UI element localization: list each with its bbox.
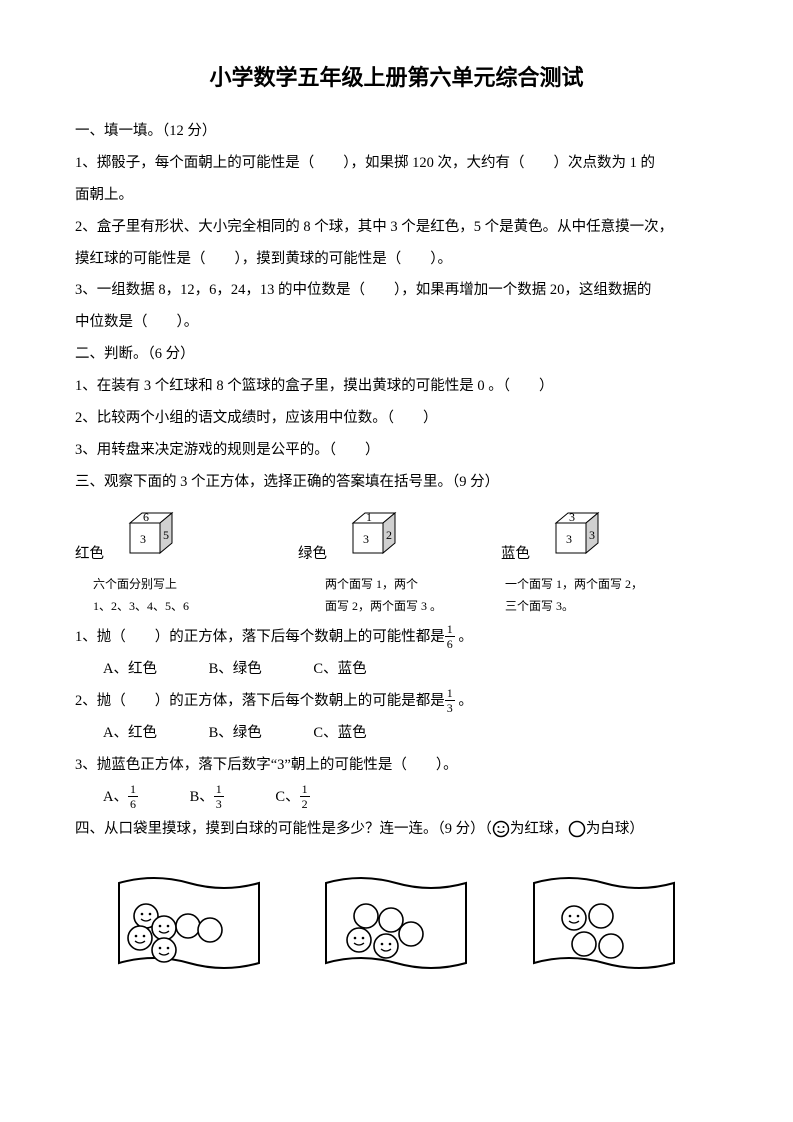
cube-icon-red: 6 3 5	[118, 509, 178, 565]
s3-q2-pre: 2、抛（ ）的正方体，落下后每个数朝上的可能是都是	[75, 693, 445, 709]
bag-icon-1	[104, 868, 274, 978]
cube-blue-top: 3	[569, 510, 575, 524]
cube-desc-green-1: 两个面写 1，两个	[325, 573, 485, 596]
cube-desc-green: 两个面写 1，两个 面写 2，两个面写 3 。	[295, 573, 485, 619]
s4-heading-mid: 为红球，	[510, 821, 568, 837]
s3-q2: 2、抛（ ）的正方体，落下后每个数朝上的可能是都是13 。	[75, 686, 718, 718]
section-4-heading: 四、从口袋里摸球，摸到白球的可能性是多少？连一连。（9 分）（ 为红球， 为白球）	[75, 814, 718, 846]
option-b: B、13	[190, 782, 224, 814]
s4-heading-post: 为白球）	[586, 821, 644, 837]
s1-q2-line1: 2、盒子里有形状、大小完全相同的 8 个球，其中 3 个是红色，5 个是黄色。从…	[75, 212, 718, 244]
cube-desc-red-2: 1、2、3、4、5、6	[93, 595, 295, 618]
cube-red-top: 6	[143, 510, 149, 524]
s3-q1-post: 。	[455, 629, 473, 645]
s3-q3: 3、抛蓝色正方体，落下后数字“3”朝上的可能性是（ ）。	[75, 750, 718, 782]
circle-icon	[568, 820, 586, 838]
s1-q1-line1: 1、掷骰子，每个面朝上的可能性是（ ），如果掷 120 次，大约有（ ）次点数为…	[75, 148, 718, 180]
option-a: A、红色	[103, 718, 157, 750]
fraction-1-6: 16	[445, 623, 455, 650]
cube-icon-green: 1 3 2	[341, 509, 401, 565]
s2-q3: 3、用转盘来决定游戏的规则是公平的。（ ）	[75, 435, 718, 467]
cube-group-green: 绿色 1 3 2	[298, 509, 401, 565]
s4-heading-pre: 四、从口袋里摸球，摸到白球的可能性是多少？连一连。（9 分）（	[75, 821, 492, 837]
cube-desc-blue: 一个面写 1，两个面写 2， 三个面写 3。	[485, 573, 643, 619]
cube-desc-red: 六个面分别写上 1、2、3、4、5、6	[75, 573, 295, 619]
cube-desc-red-1: 六个面分别写上	[93, 573, 295, 596]
cube-green-top: 1	[366, 510, 372, 524]
section-1-heading: 一、填一填。（12 分）	[75, 116, 718, 148]
fraction-1-3: 13	[445, 687, 455, 714]
cubes-row: 红色 6 3 5 绿色 1 3 2 蓝色	[75, 509, 718, 565]
cube-desc-blue-2: 三个面写 3。	[505, 595, 643, 618]
s1-q3-line1: 3、一组数据 8，12，6，24，13 的中位数是（ ），如果再增加一个数据 2…	[75, 275, 718, 307]
cubes-desc-row: 六个面分别写上 1、2、3、4、5、6 两个面写 1，两个 面写 2，两个面写 …	[75, 573, 718, 619]
cube-green-left: 3	[363, 532, 369, 546]
section-2-heading: 二、判断。（6 分）	[75, 339, 718, 371]
cube-icon-blue: 3 3 3	[544, 509, 604, 565]
bag-icon-2	[311, 868, 481, 978]
s1-q3-line2: 中位数是（ ）。	[75, 307, 718, 339]
s3-q1-options: A、红色 B、绿色 C、蓝色	[75, 654, 718, 686]
cube-group-blue: 蓝色 3 3 3	[501, 509, 604, 565]
worksheet-page: 小学数学五年级上册第六单元综合测试 一、填一填。（12 分） 1、掷骰子，每个面…	[0, 0, 793, 1122]
option-a: A、红色	[103, 654, 157, 686]
cube-desc-blue-1: 一个面写 1，两个面写 2，	[505, 573, 643, 596]
cube-label-green: 绿色	[298, 542, 327, 565]
option-b: B、绿色	[209, 654, 262, 686]
option-a: A、16	[103, 782, 138, 814]
cube-blue-right: 3	[589, 528, 595, 542]
s1-q2-line2: 摸红球的可能性是（ ），摸到黄球的可能性是（ ）。	[75, 244, 718, 276]
cube-red-left: 3	[140, 532, 146, 546]
s3-q3-options: A、16 B、13 C、12	[75, 782, 718, 814]
page-title: 小学数学五年级上册第六单元综合测试	[75, 60, 718, 92]
cube-label-red: 红色	[75, 542, 104, 565]
option-c: C、蓝色	[313, 718, 366, 750]
s3-q1-pre: 1、抛（ ）的正方体，落下后每个数朝上的可能性都是	[75, 629, 445, 645]
smiley-icon	[492, 820, 510, 838]
s2-q1: 1、在装有 3 个红球和 8 个篮球的盒子里，摸出黄球的可能性是 0 。（ ）	[75, 371, 718, 403]
cube-desc-green-2: 面写 2，两个面写 3 。	[325, 595, 485, 618]
s3-q2-options: A、红色 B、绿色 C、蓝色	[75, 718, 718, 750]
s1-q1-line2: 面朝上。	[75, 180, 718, 212]
cube-group-red: 红色 6 3 5	[75, 509, 178, 565]
s3-q1: 1、抛（ ）的正方体，落下后每个数朝上的可能性都是16 。	[75, 622, 718, 654]
bags-row	[75, 868, 718, 978]
bag-icon-3	[519, 868, 689, 978]
cube-red-right: 5	[163, 528, 169, 542]
option-c: C、蓝色	[313, 654, 366, 686]
cube-label-blue: 蓝色	[501, 542, 530, 565]
option-c: C、12	[275, 782, 309, 814]
cube-blue-left: 3	[566, 532, 572, 546]
s2-q2: 2、比较两个小组的语文成绩时，应该用中位数。（ ）	[75, 403, 718, 435]
section-3-heading: 三、观察下面的 3 个正方体，选择正确的答案填在括号里。（9 分）	[75, 467, 718, 499]
s3-q2-post: 。	[455, 693, 473, 709]
cube-green-right: 2	[386, 528, 392, 542]
option-b: B、绿色	[209, 718, 262, 750]
